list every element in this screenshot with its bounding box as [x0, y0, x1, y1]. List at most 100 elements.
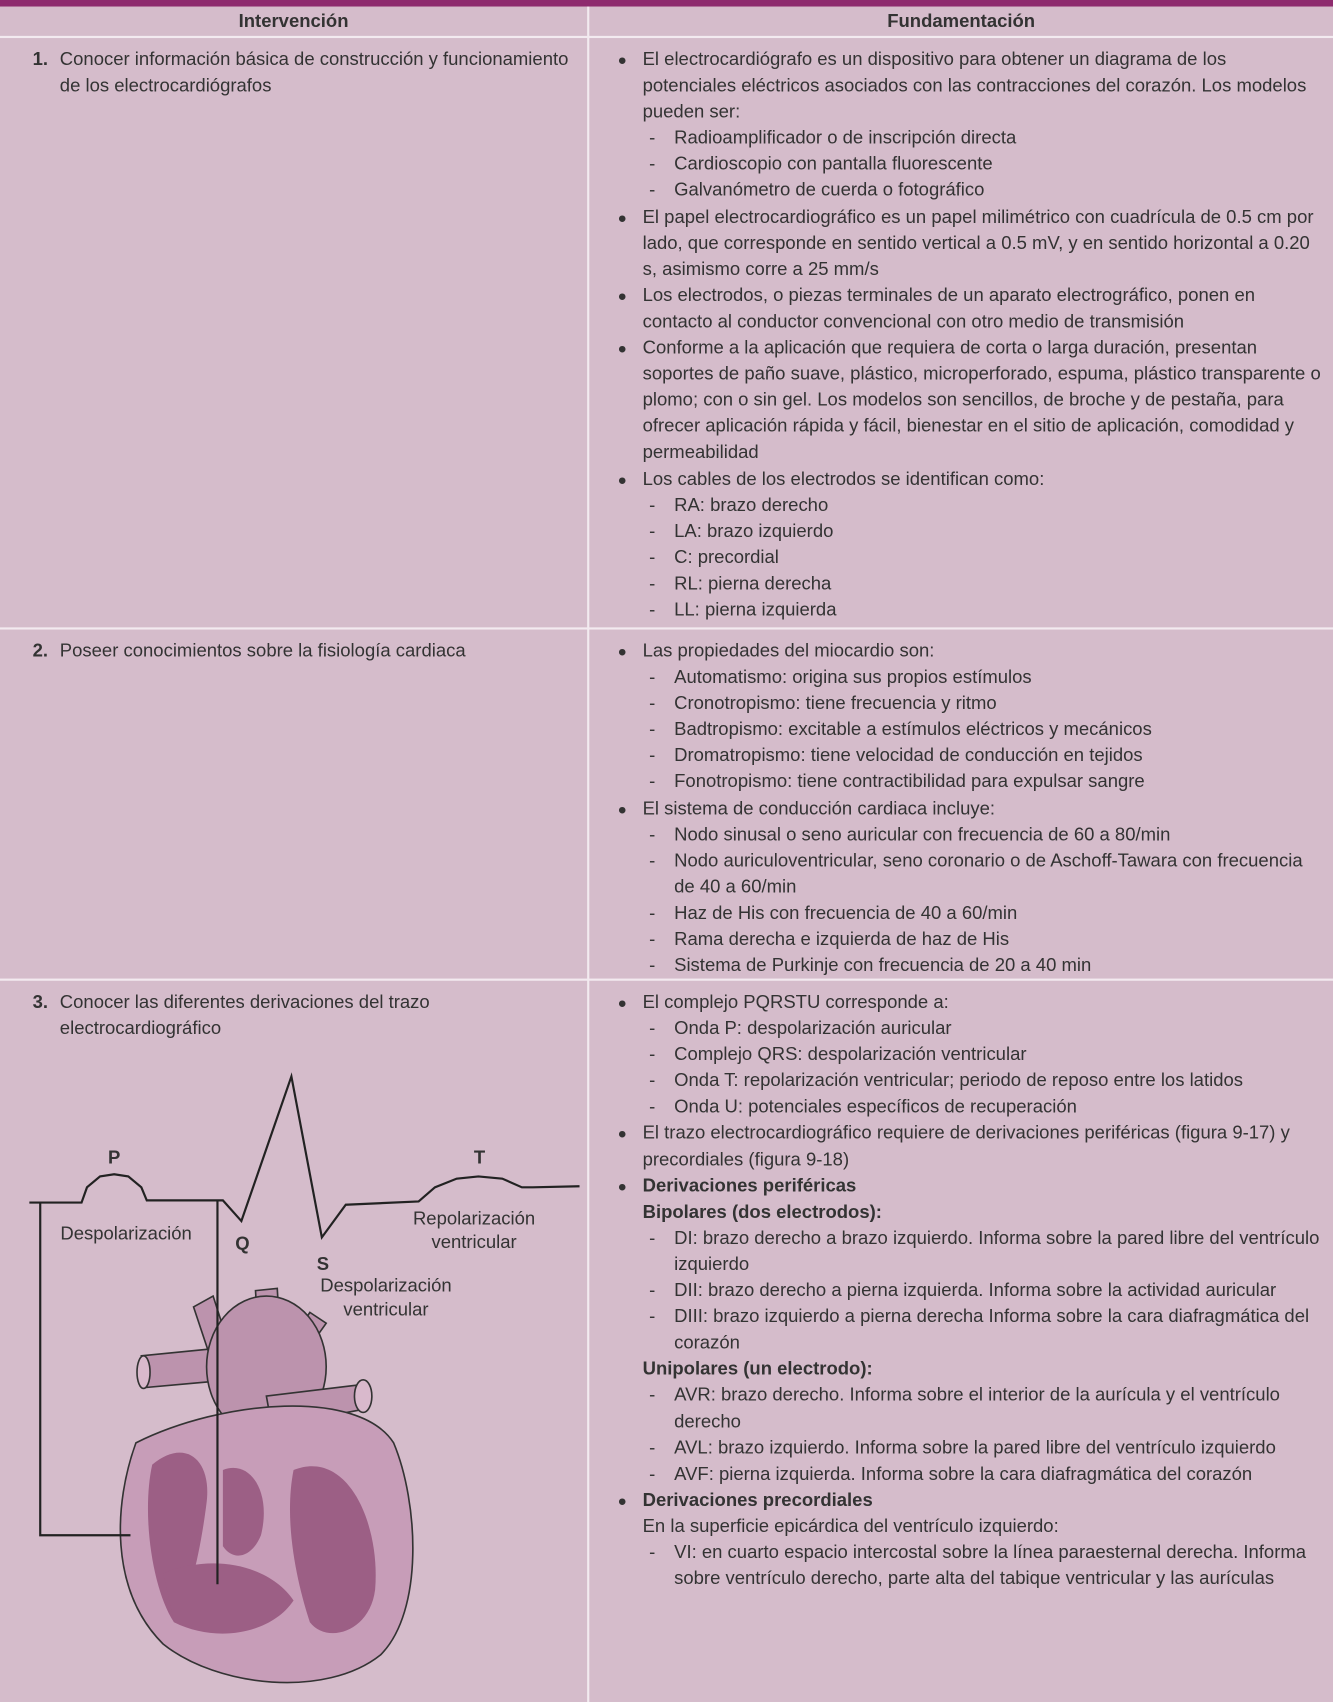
- sub-text: Cardioscopio con pantalla fluorescente: [674, 153, 993, 175]
- sub-text: Onda T: repolarización ventricular; peri…: [674, 1070, 1244, 1091]
- sub-item: - Galvanómetro de cuerda o fotográfico: [618, 178, 1323, 204]
- item-text: El papel electrocardiográfico es un pape…: [642, 206, 1314, 280]
- wave-label: S: [317, 1253, 329, 1274]
- rationale: ● El electrocardiógrafo es un dispositivo…: [618, 47, 1323, 623]
- ecg-figure: P T Q S Despolarización Repolarización v…: [29, 1072, 580, 1684]
- dash: -: [649, 1541, 656, 1563]
- bullet: ●: [617, 470, 627, 488]
- row-divider: [0, 627, 1333, 630]
- rationale: ● El complejo PQRSTU corresponde a: - Onda …: [618, 989, 1323, 1592]
- sub-text: Automatismo: origina sus propios estímul…: [674, 666, 1032, 688]
- sub-item: - VI: en cuarto espacio intercostal sobre…: [618, 1540, 1323, 1592]
- sub-item: - Nodo auriculoventricular, seno coronari…: [618, 848, 1323, 900]
- wave-label: Q: [235, 1232, 249, 1253]
- dash: -: [649, 179, 656, 201]
- bullet: ●: [617, 51, 627, 69]
- sub-text: DIII: brazo izquierdo a pierna derecha I…: [674, 1305, 1310, 1353]
- sub-text: Sistema de Purkinje con frecuencia de 20…: [674, 954, 1092, 976]
- phase-label: Repolarización: [413, 1207, 535, 1228]
- dash: -: [649, 719, 656, 740]
- bullet: ●: [617, 1124, 627, 1143]
- intervention: Poseer conocimientos sobre la fisiología…: [59, 640, 466, 662]
- dash: -: [649, 1279, 656, 1301]
- dash: -: [649, 692, 656, 714]
- sub-item: - Onda P: despolarización auricular: [618, 1016, 1323, 1042]
- sub-item: - DIII: brazo izquierdo a pierna derecha …: [618, 1304, 1323, 1356]
- sub-item: - AVF: pierna izquierda. Informa sobre la…: [618, 1461, 1323, 1487]
- item-text: Las propiedades del miocardio son:: [642, 640, 935, 662]
- wave-label: T: [474, 1146, 486, 1167]
- sub-item: - Dromatropismo: tiene velocidad de condu…: [618, 743, 1323, 769]
- sub-text: C: precordial: [674, 546, 779, 568]
- item-text: Derivaciones periféricas: [642, 1174, 857, 1196]
- sub-item: - Radioamplificador o de inscripción dire…: [618, 125, 1323, 151]
- dash: -: [649, 520, 656, 542]
- item-text: Los cables de los electrodos se identifi…: [642, 468, 1045, 489]
- item-text: Derivaciones precordiales: [642, 1489, 873, 1511]
- dash: -: [649, 1436, 656, 1458]
- bullet-item: ● Conforme a la aplicación que requiera d…: [618, 335, 1323, 466]
- sub-item: - Complejo QRS: despolarización ventricul…: [618, 1042, 1323, 1068]
- header-bar: [0, 0, 1333, 7]
- sub-item: - LL: pierna izquierda: [618, 597, 1323, 623]
- dash: -: [649, 153, 656, 175]
- sub-text: Nodo sinusal o seno auricular con frecue…: [674, 823, 1171, 845]
- sub-text: Cronotropismo: tiene frecuencia y ritmo: [674, 692, 997, 714]
- phase-label: Despolarización: [320, 1275, 451, 1296]
- item-text: Conforme a la aplicación que requiera de…: [642, 337, 1321, 463]
- sub-heading: En la superficie epicárdica del ventrícu…: [618, 1513, 1323, 1539]
- sub-text: Unipolares (un electrodo):: [642, 1358, 873, 1380]
- sub-text: DI: brazo derecho a brazo izquierdo. Inf…: [674, 1227, 1320, 1275]
- table-row: 3. Conocer las diferentes derivaciones de…: [0, 981, 1333, 1702]
- sub-item: - Cronotropismo: tiene frecuencia y ritmo: [618, 691, 1323, 717]
- item-text: El sistema de conducción cardiaca incluy…: [642, 797, 996, 819]
- bullet-item: ● Derivaciones precordiales: [618, 1487, 1323, 1513]
- table-row: 2. Poseer conocimientos sobre la fisiolog…: [0, 630, 1333, 979]
- sub-item: - Fonotropismo: tiene contractibilidad pa…: [618, 769, 1323, 795]
- dash: -: [649, 902, 656, 924]
- row-divider: [0, 978, 1333, 981]
- column-header: Intervención: [238, 10, 349, 32]
- sub-item: - Onda T: repolarización ventricular; per…: [618, 1068, 1323, 1094]
- sub-item: - LA: brazo izquierdo: [618, 518, 1323, 544]
- sub-text: LL: pierna izquierda: [674, 599, 837, 620]
- bullet: ●: [617, 1491, 627, 1509]
- sub-text: RA: brazo derecho: [674, 494, 829, 515]
- phase-label: ventricular: [343, 1299, 428, 1320]
- bullet-item: ● Los electrodos, o piezas terminales de …: [618, 283, 1323, 335]
- column-divider: [587, 6, 590, 1702]
- dash: -: [649, 494, 656, 515]
- dash: -: [649, 1044, 656, 1065]
- sub-item: - AVR: brazo derecho. Informa sobre el in…: [618, 1382, 1323, 1434]
- sub-text: Dromatropismo: tiene velocidad de conduc…: [674, 745, 1143, 766]
- sub-item: - Onda U: potenciales específicos de recu…: [618, 1094, 1323, 1120]
- bullet: ●: [617, 339, 627, 357]
- sub-item: - Cardioscopio con pantalla fluorescente: [618, 152, 1323, 178]
- bullet-item: ● Derivaciones periféricas: [618, 1173, 1323, 1199]
- dash: -: [649, 1070, 656, 1091]
- sub-text: Nodo auriculoventricular, seno coronario…: [674, 849, 1303, 897]
- item-text: El complejo PQRSTU corresponde a:: [642, 991, 949, 1013]
- bullet: ●: [617, 208, 627, 226]
- rationale: ● Las propiedades del miocardio son: - Auto…: [618, 638, 1323, 978]
- dash: -: [649, 1384, 656, 1406]
- sub-item: - Badtropismo: excitable a estímulos eléc…: [618, 717, 1323, 743]
- sub-heading: Bipolares (dos electrodos):: [618, 1199, 1323, 1225]
- item-text: El trazo electrocardiográfico requiere d…: [642, 1122, 1290, 1170]
- sub-text: LA: brazo izquierdo: [674, 520, 834, 542]
- sub-text: AVF: pierna izquierda. Informa sobre la …: [674, 1463, 1253, 1484]
- sub-heading: Unipolares (un electrodo):: [618, 1356, 1323, 1382]
- dash: -: [649, 599, 656, 620]
- item-text: Los electrodos, o piezas terminales de u…: [642, 284, 1256, 332]
- bullet-item: ● Las propiedades del miocardio son:: [618, 638, 1323, 664]
- sub-text: RL: pierna derecha: [674, 572, 832, 594]
- sub-item: - AVL: brazo izquierdo. Informa sobre la …: [618, 1435, 1323, 1461]
- sub-text: Onda U: potenciales específicos de recup…: [674, 1096, 1077, 1118]
- wave-label: P: [108, 1146, 120, 1167]
- bullet: ●: [617, 1177, 627, 1195]
- sub-item: - RL: pierna derecha: [618, 571, 1323, 597]
- sub-text: Haz de His con frecuencia de 40 a 60/min: [674, 902, 1018, 924]
- item-text: El electrocardiógrafo es un dispositivo …: [642, 48, 1307, 122]
- sub-item: - DI: brazo derecho a brazo izquierdo. In…: [618, 1225, 1323, 1277]
